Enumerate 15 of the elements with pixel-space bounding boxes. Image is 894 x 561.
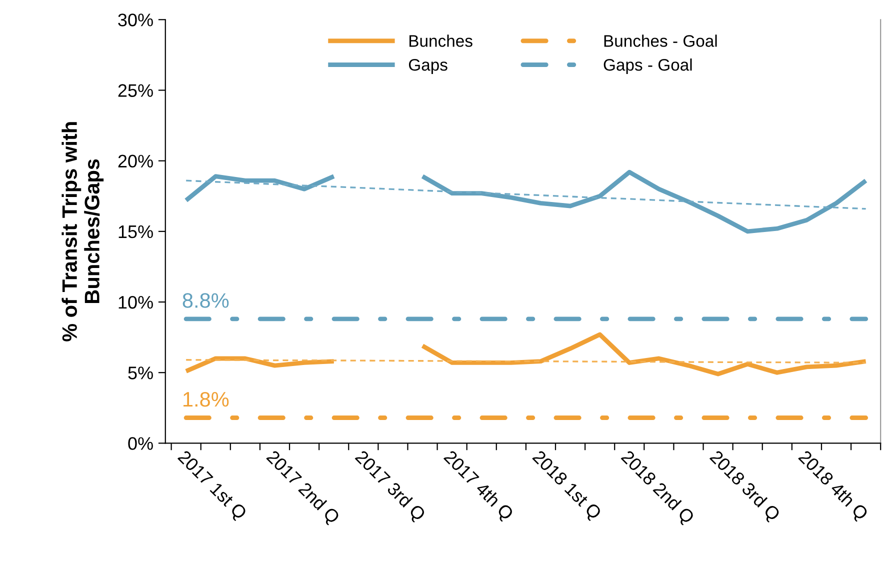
y-axis-title: % of Transit Trips with Bunches/Gaps (62, 122, 104, 342)
y-tick-label: 10% (118, 296, 153, 309)
legend-label: Gaps - Goal (604, 58, 692, 74)
y-tick-label: 15% (118, 225, 153, 238)
y-tick-label: 0% (128, 437, 153, 450)
legend-label: Bunches - Goal (604, 34, 717, 47)
y-tick-label: 30% (118, 14, 153, 26)
legend-label: Gaps (408, 58, 448, 74)
legend-label: Bunches (409, 34, 472, 47)
y-tick-label: 20% (118, 154, 153, 168)
line-series (185, 180, 867, 210)
y-tick-label: 25% (118, 84, 153, 97)
data-label: 8.8% (182, 293, 229, 308)
y-tick-label: 5% (128, 366, 153, 380)
data-label: 1.8% (184, 392, 229, 407)
